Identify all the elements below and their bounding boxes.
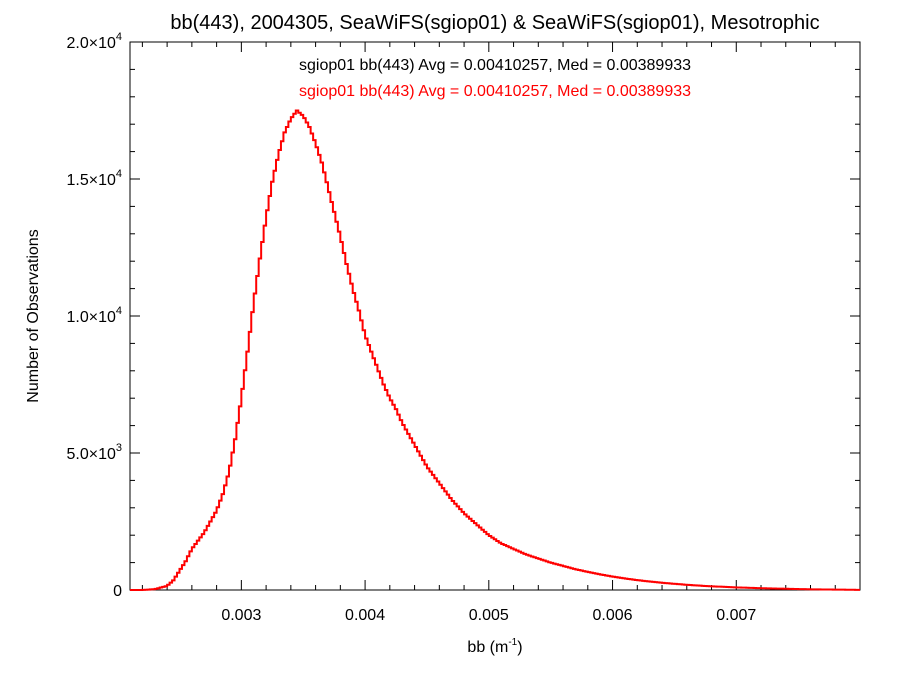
y-axis-label: Number of Observations: [25, 229, 42, 402]
y-ticks: 0 5.0×103 1.0×104 1.5×104 2.0×104: [66, 31, 860, 600]
x-tick-label: 0.006: [593, 607, 633, 624]
chart-title: bb(443), 2004305, SeaWiFS(sgiop01) & Sea…: [170, 12, 819, 34]
x-tick-label: 0.004: [345, 607, 385, 624]
x-tick-label: 0.005: [469, 607, 509, 624]
y-tick-label: 1.0×104: [66, 305, 122, 326]
plot-frame: [129, 41, 861, 591]
x-tick-label: 0.007: [716, 607, 756, 624]
y-tick-label: 0: [113, 583, 122, 600]
legend-entry-red: sgiop01 bb(443) Avg = 0.00410257, Med = …: [299, 83, 691, 100]
y-tick-label: 1.5×104: [66, 168, 122, 189]
x-axis-label-sup: -1: [508, 637, 517, 648]
x-axis-label: bb (m-1): [467, 637, 522, 656]
y-tick-label: 5.0×103: [66, 442, 122, 463]
y-tick-label: 2.0×104: [66, 31, 122, 52]
x-tick-label: 0.003: [221, 607, 261, 624]
x-axis-label-tail: ): [517, 639, 522, 656]
x-axis-label-main: bb (m: [467, 639, 508, 656]
legend-entry-black: sgiop01 bb(443) Avg = 0.00410257, Med = …: [299, 57, 691, 74]
histogram-line: [130, 109, 860, 591]
x-ticks: 0.003 0.004 0.005 0.006 0.007: [141, 42, 861, 624]
